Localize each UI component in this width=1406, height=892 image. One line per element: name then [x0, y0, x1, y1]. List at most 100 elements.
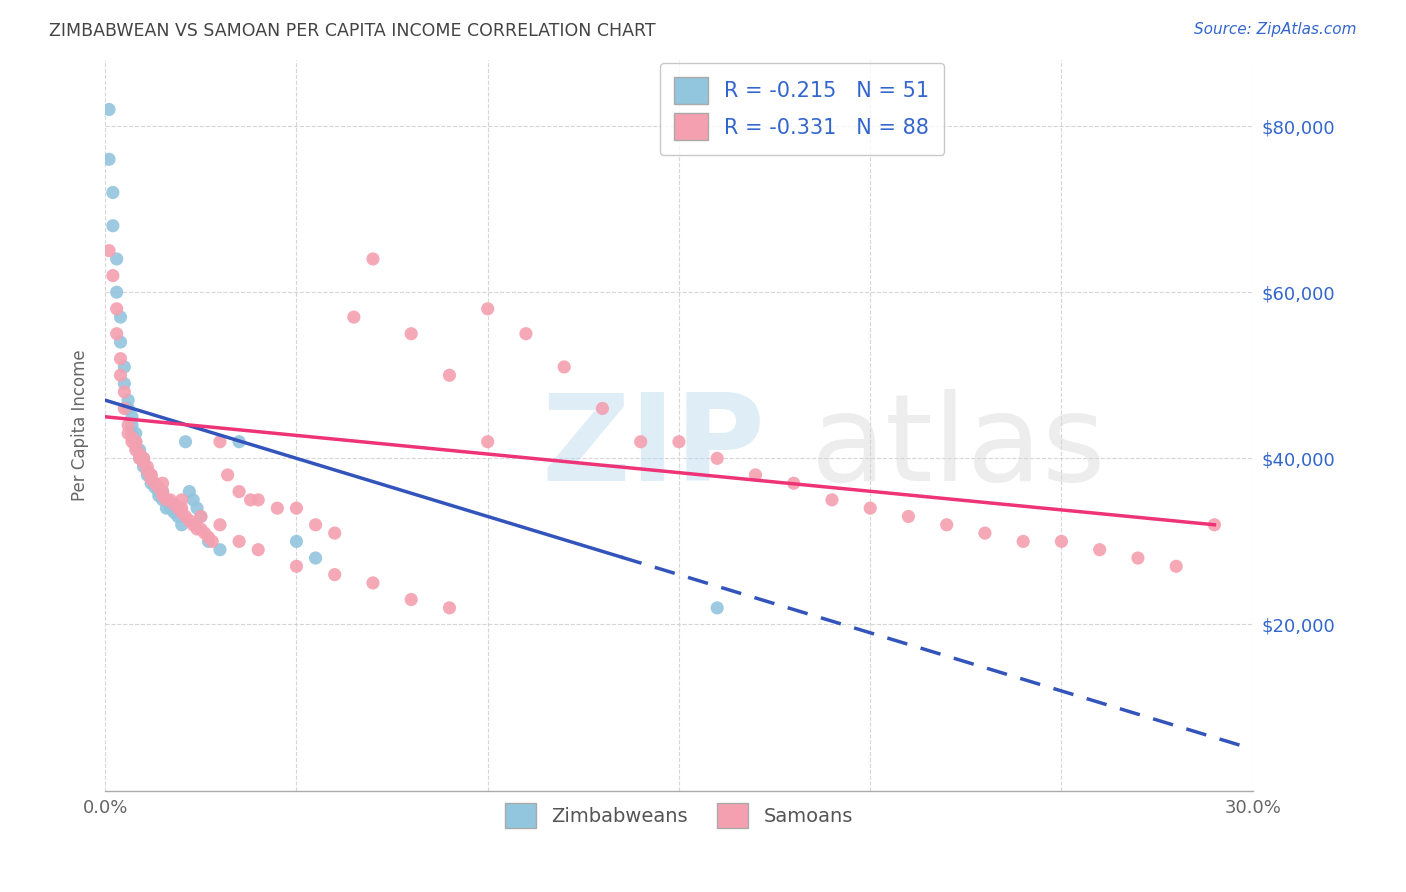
Point [239, 492, 262, 507]
Point [98, 153, 121, 167]
Point [859, 501, 882, 516]
Point [112, 384, 135, 399]
Point [117, 393, 139, 408]
Text: atlas: atlas [811, 389, 1107, 506]
Point [110, 368, 132, 383]
Point [323, 567, 346, 582]
Point [821, 492, 844, 507]
Point [148, 489, 170, 503]
Point [186, 522, 208, 536]
Point [228, 534, 250, 549]
Point [201, 534, 224, 549]
Point [132, 451, 155, 466]
Point [181, 517, 204, 532]
Point [110, 334, 132, 349]
Point [208, 542, 231, 557]
Point [163, 505, 186, 519]
Point [163, 497, 186, 511]
Point [399, 592, 422, 607]
Legend: Zimbabweans, Samoans: Zimbabweans, Samoans [496, 795, 860, 836]
Point [139, 476, 162, 491]
Point [117, 401, 139, 416]
Point [159, 501, 181, 516]
Point [477, 301, 499, 316]
Point [121, 434, 143, 449]
Text: Source: ZipAtlas.com: Source: ZipAtlas.com [1194, 22, 1357, 37]
Point [152, 484, 174, 499]
Point [139, 472, 162, 486]
Point [152, 492, 174, 507]
Point [159, 492, 181, 507]
Point [148, 484, 170, 499]
Point [117, 418, 139, 433]
Point [477, 434, 499, 449]
Point [179, 484, 201, 499]
Point [247, 492, 270, 507]
Point [668, 434, 690, 449]
Point [167, 501, 190, 516]
Point [217, 467, 239, 482]
Point [152, 484, 174, 499]
Point [136, 464, 159, 478]
Point [101, 186, 124, 200]
Point [136, 467, 159, 482]
Point [112, 376, 135, 391]
Point [181, 492, 204, 507]
Point [208, 434, 231, 449]
Point [285, 559, 308, 574]
Point [125, 426, 148, 441]
Point [139, 472, 162, 486]
Point [285, 534, 308, 549]
Text: ZIMBABWEAN VS SAMOAN PER CAPITA INCOME CORRELATION CHART: ZIMBABWEAN VS SAMOAN PER CAPITA INCOME C… [49, 22, 655, 40]
Point [136, 464, 159, 478]
Point [105, 301, 128, 316]
Point [136, 459, 159, 474]
Point [170, 517, 193, 532]
Point [139, 467, 162, 482]
Point [128, 443, 150, 458]
Point [706, 451, 728, 466]
Point [110, 351, 132, 366]
Point [121, 418, 143, 433]
Point [194, 526, 217, 541]
Point [228, 484, 250, 499]
Point [197, 530, 219, 544]
Point [98, 244, 121, 258]
Point [148, 480, 170, 494]
Point [553, 359, 575, 374]
Point [439, 368, 461, 383]
Point [744, 467, 766, 482]
Point [361, 252, 384, 266]
Point [128, 447, 150, 461]
Point [105, 285, 128, 300]
Y-axis label: Per Capita Income: Per Capita Income [72, 350, 89, 501]
Point [98, 103, 121, 117]
Point [105, 326, 128, 341]
Point [132, 455, 155, 469]
Point [247, 542, 270, 557]
Point [706, 600, 728, 615]
Point [1012, 534, 1035, 549]
Point [121, 431, 143, 445]
Point [128, 447, 150, 461]
Point [190, 522, 212, 536]
Point [155, 492, 177, 507]
Point [1126, 551, 1149, 566]
Point [152, 489, 174, 503]
Point [208, 517, 231, 532]
Point [285, 501, 308, 516]
Point [139, 467, 162, 482]
Point [143, 480, 166, 494]
Point [515, 326, 537, 341]
Point [132, 451, 155, 466]
Point [101, 219, 124, 233]
Point [105, 252, 128, 266]
Point [174, 509, 197, 524]
Point [143, 476, 166, 491]
Point [125, 434, 148, 449]
Text: ZIP: ZIP [541, 389, 765, 506]
Point [121, 409, 143, 424]
Point [143, 476, 166, 491]
Point [125, 439, 148, 453]
Point [125, 439, 148, 453]
